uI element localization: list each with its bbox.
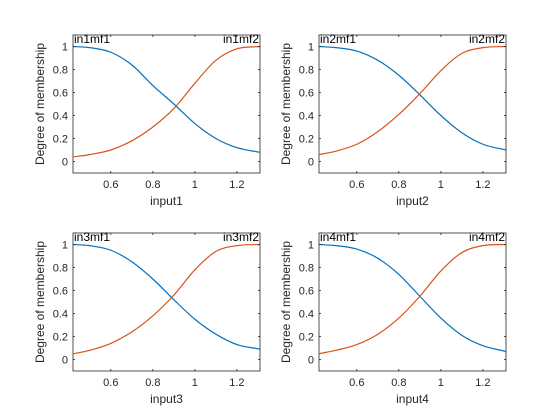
mf-label: in1mf1 bbox=[74, 32, 110, 46]
y-tick-label: 0.2 bbox=[299, 134, 314, 146]
x-tick-label: 1 bbox=[192, 377, 198, 389]
y-tick-label: 0.8 bbox=[299, 65, 314, 77]
subplot-2: 0.6 0.8 1 1.2 0 0.2 0.4 0.6 0.8 1 input2 Degree of … bbox=[279, 32, 507, 208]
y-tick-label: 0.2 bbox=[53, 332, 68, 344]
mf-label: in2mf1 bbox=[320, 32, 356, 46]
mf-label: in1mf2 bbox=[223, 32, 259, 46]
axes-box bbox=[318, 232, 507, 372]
mf-label: in4mf1 bbox=[320, 230, 356, 244]
y-tick-label: 0.4 bbox=[53, 111, 68, 123]
y-tick-label: 0.4 bbox=[53, 309, 68, 321]
y-tick-label: 0.6 bbox=[53, 286, 68, 298]
x-tick-label: 1.2 bbox=[475, 377, 490, 389]
y-axis-label: Degree of membership bbox=[279, 241, 293, 363]
y-axis-label: Degree of membership bbox=[33, 43, 47, 165]
x-tick-label: 1.2 bbox=[229, 179, 244, 191]
y-tick-label: 1 bbox=[62, 42, 68, 54]
y-tick-label: 0.8 bbox=[53, 65, 68, 77]
series-line-in2mf1 bbox=[319, 45, 506, 151]
x-tick-label: 1.2 bbox=[229, 377, 244, 389]
series-line-in1mf1 bbox=[73, 45, 260, 153]
y-tick-label: 0 bbox=[62, 355, 68, 367]
y-tick-label: 0.2 bbox=[299, 332, 314, 344]
x-axis-label: input1 bbox=[150, 194, 183, 208]
x-tick-label: 0.8 bbox=[391, 179, 406, 191]
axes-box bbox=[318, 34, 507, 174]
subplot-3: 0.6 0.8 1 1.2 0 0.2 0.4 0.6 0.8 1 input3 Degree of … bbox=[33, 230, 261, 406]
x-tick-label: 0.8 bbox=[391, 377, 406, 389]
x-tick-label: 1 bbox=[438, 377, 444, 389]
series-line-in4mf1 bbox=[319, 243, 506, 353]
series-line-in3mf1 bbox=[73, 243, 260, 350]
axes-box bbox=[72, 34, 261, 174]
x-axis-label: input2 bbox=[396, 194, 429, 208]
series-line-in2mf2 bbox=[319, 45, 506, 156]
x-tick-label: 0.8 bbox=[145, 179, 160, 191]
y-tick-label: 0.6 bbox=[299, 88, 314, 100]
y-tick-label: 0.6 bbox=[299, 286, 314, 298]
axes-box bbox=[72, 232, 261, 372]
y-axis-label: Degree of membership bbox=[279, 43, 293, 165]
x-tick-label: 0.6 bbox=[103, 179, 118, 191]
mf-label: in4mf2 bbox=[469, 230, 505, 244]
x-tick-label: 0.6 bbox=[349, 179, 364, 191]
series-line-in4mf2 bbox=[319, 243, 506, 355]
x-tick-label: 0.8 bbox=[145, 377, 160, 389]
y-tick-label: 0 bbox=[308, 157, 314, 169]
y-tick-label: 0 bbox=[62, 157, 68, 169]
mf-label: in3mf2 bbox=[223, 230, 259, 244]
y-tick-label: 0.4 bbox=[299, 111, 314, 123]
subplot-4: 0.6 0.8 1 1.2 0 0.2 0.4 0.6 0.8 1 input4 Degree of … bbox=[279, 230, 507, 406]
x-tick-label: 0.6 bbox=[349, 377, 364, 389]
x-tick-label: 0.6 bbox=[103, 377, 118, 389]
y-tick-label: 1 bbox=[308, 42, 314, 54]
x-tick-label: 1 bbox=[438, 179, 444, 191]
y-axis-label: Degree of membership bbox=[33, 241, 47, 363]
y-tick-label: 0.6 bbox=[53, 88, 68, 100]
subplot-1: 0.6 0.8 1 1.2 0 0.2 0.4 0.6 0.8 1 input1 Degree of … bbox=[33, 32, 261, 208]
series-line-in1mf2 bbox=[73, 45, 260, 158]
series-line-in3mf2 bbox=[73, 243, 260, 355]
mf-label: in3mf1 bbox=[74, 230, 110, 244]
y-tick-label: 0 bbox=[308, 355, 314, 367]
y-tick-label: 0.2 bbox=[53, 134, 68, 146]
mf-label: in2mf2 bbox=[469, 32, 505, 46]
y-tick-label: 1 bbox=[308, 240, 314, 252]
x-axis-label: input4 bbox=[396, 392, 429, 406]
x-tick-label: 1.2 bbox=[475, 179, 490, 191]
y-tick-label: 0.8 bbox=[299, 263, 314, 275]
x-tick-label: 1 bbox=[192, 179, 198, 191]
x-axis-label: input3 bbox=[150, 392, 183, 406]
y-tick-label: 0.4 bbox=[299, 309, 314, 321]
y-tick-label: 0.8 bbox=[53, 263, 68, 275]
y-tick-label: 1 bbox=[62, 240, 68, 252]
